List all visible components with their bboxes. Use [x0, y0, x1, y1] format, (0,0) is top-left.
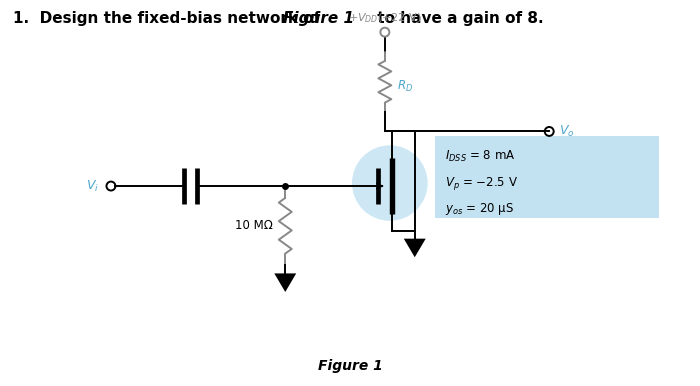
Text: Figure 1: Figure 1 [284, 11, 354, 26]
Circle shape [352, 146, 428, 221]
Text: Figure 1: Figure 1 [318, 359, 382, 373]
Text: $y_{os}$ = 20 μS: $y_{os}$ = 20 μS [444, 201, 514, 217]
Text: to have a gain of 8.: to have a gain of 8. [372, 11, 543, 26]
Text: $R_D$: $R_D$ [397, 79, 413, 94]
Text: $+V_{DD}$(+22 V): $+V_{DD}$(+22 V) [348, 12, 421, 25]
Text: 1.  Design the fixed-bias network of: 1. Design the fixed-bias network of [13, 11, 326, 26]
Text: $I_{DSS}$ = 8 mA: $I_{DSS}$ = 8 mA [444, 149, 515, 164]
FancyBboxPatch shape [435, 136, 659, 218]
Polygon shape [274, 273, 296, 292]
Text: $V_o$: $V_o$ [559, 124, 575, 139]
Text: $V_p$ = −2.5 V: $V_p$ = −2.5 V [444, 175, 518, 192]
Polygon shape [404, 239, 426, 257]
Text: 10 MΩ: 10 MΩ [235, 219, 273, 232]
Text: $V_i$: $V_i$ [86, 178, 99, 194]
